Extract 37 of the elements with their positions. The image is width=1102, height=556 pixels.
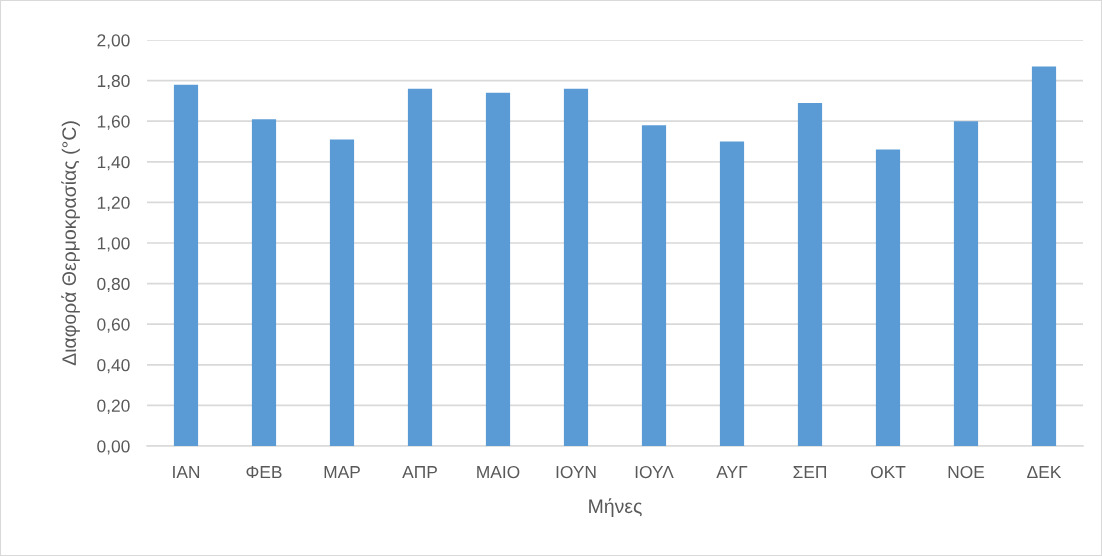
y-tick-label: 1,00	[97, 237, 130, 252]
x-axis-title: Μήνες	[589, 498, 642, 517]
y-tick-label: 2,00	[97, 34, 130, 49]
bar	[485, 92, 511, 446]
y-tick-label: 0,00	[97, 440, 130, 455]
bar	[1031, 66, 1057, 446]
bar	[797, 102, 823, 446]
y-tick-label: 0,60	[97, 318, 130, 333]
y-tick-label: 1,20	[97, 196, 130, 211]
y-tick-label: 1,40	[97, 155, 130, 171]
y-tick-label: 1,80	[97, 74, 130, 90]
x-tick-label: ΔΕΚ	[1027, 466, 1062, 479]
x-tick-label: ΜΑΡ	[324, 466, 360, 479]
bar	[173, 84, 199, 446]
y-axis-title: Διαφορά Θερμοκρασίας (°C)	[61, 121, 80, 366]
y-tick-label: 0,20	[97, 399, 130, 414]
x-tick-label: ΑΠΡ	[402, 466, 437, 479]
bar	[407, 88, 433, 446]
y-tick-label: 0,40	[97, 358, 130, 374]
x-tick-label: ΙΟΥΝ	[556, 465, 596, 479]
x-tick-label: ΙΟΥΛ	[635, 465, 674, 479]
bar	[719, 141, 745, 446]
x-tick-label: ΟΚΤ	[870, 465, 906, 479]
x-tick-label: ΑΥΓ	[716, 466, 748, 479]
y-tick-label: 0,80	[97, 277, 130, 293]
bar	[251, 119, 277, 446]
bar	[953, 121, 979, 446]
bar	[641, 125, 667, 446]
bar	[875, 149, 901, 446]
y-tick-label: 1,60	[97, 115, 130, 130]
x-tick-label: ΙΑΝ	[173, 466, 200, 479]
x-tick-label: ΝΟΕ	[948, 465, 985, 479]
bar	[329, 139, 355, 446]
x-tick-label: ΣΕΠ	[793, 466, 827, 479]
x-tick-label: ΦΕΒ	[246, 466, 282, 479]
bar	[563, 88, 589, 446]
x-tick-label: ΜΑΙΟ	[477, 465, 520, 479]
